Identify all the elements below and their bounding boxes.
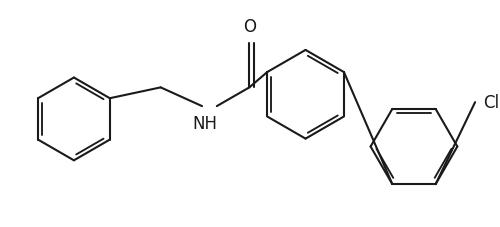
Text: NH: NH bbox=[192, 114, 218, 132]
Text: O: O bbox=[243, 18, 256, 36]
Text: Cl: Cl bbox=[483, 94, 499, 112]
